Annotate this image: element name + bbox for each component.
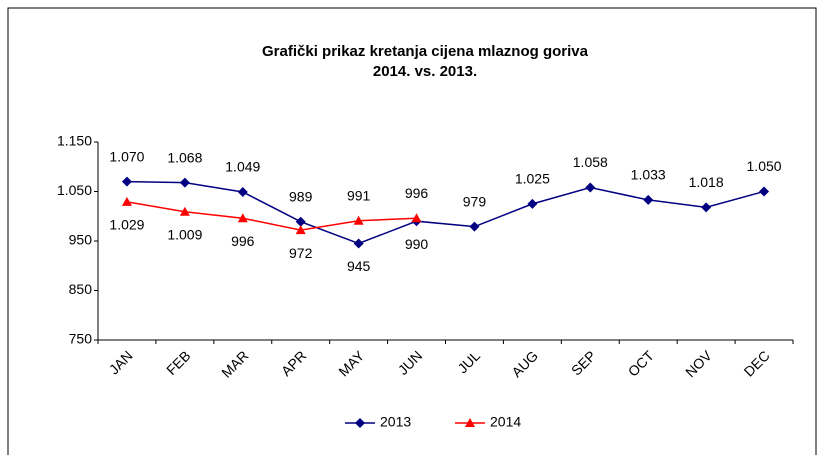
data-label: 1.050 xyxy=(747,158,782,174)
marker xyxy=(585,182,596,193)
data-label: 1.049 xyxy=(225,159,260,175)
marker xyxy=(355,418,365,428)
chart-subtitle: 2014. vs. 2013. xyxy=(373,63,477,80)
y-tick-label: 1.050 xyxy=(57,182,92,198)
data-label: 996 xyxy=(231,233,255,249)
y-tick-label: 850 xyxy=(69,281,93,297)
data-label: 1.033 xyxy=(631,167,666,183)
data-label: 1.070 xyxy=(109,148,144,164)
marker xyxy=(701,202,712,213)
marker xyxy=(465,418,475,427)
data-label: 991 xyxy=(347,187,371,203)
legend-label: 2013 xyxy=(380,414,411,430)
data-label: 989 xyxy=(289,188,313,204)
chart-frame xyxy=(7,7,817,455)
data-label: 996 xyxy=(405,185,429,201)
y-tick-label: 750 xyxy=(69,331,93,347)
marker xyxy=(121,176,132,187)
marker xyxy=(121,196,132,206)
marker xyxy=(179,206,190,216)
marker xyxy=(643,194,654,205)
marker xyxy=(295,216,306,227)
series-line xyxy=(126,201,417,231)
data-label: 1.025 xyxy=(515,171,550,187)
data-label: 1.009 xyxy=(167,226,202,242)
data-label: 972 xyxy=(289,245,313,261)
marker xyxy=(353,215,364,225)
marker xyxy=(295,225,306,235)
marker xyxy=(237,186,248,197)
marker xyxy=(469,221,480,232)
marker xyxy=(759,186,770,197)
data-label: 979 xyxy=(463,193,487,209)
legend-label: 2014 xyxy=(490,414,521,430)
marker xyxy=(411,213,422,223)
chart-title: Grafički prikaz kretanja cijena mlaznog … xyxy=(262,43,589,60)
data-label: 990 xyxy=(405,236,429,252)
data-label: 1.058 xyxy=(573,154,608,170)
marker xyxy=(179,177,190,188)
data-label: 1.029 xyxy=(109,217,144,233)
marker xyxy=(527,198,538,209)
data-label: 1.068 xyxy=(167,149,202,165)
y-tick-label: 1.150 xyxy=(57,133,92,149)
data-label: 1.018 xyxy=(689,174,724,190)
y-tick-label: 950 xyxy=(69,232,93,248)
marker xyxy=(353,238,364,249)
data-label: 945 xyxy=(347,258,371,274)
series-line xyxy=(126,180,765,245)
marker xyxy=(237,213,248,223)
